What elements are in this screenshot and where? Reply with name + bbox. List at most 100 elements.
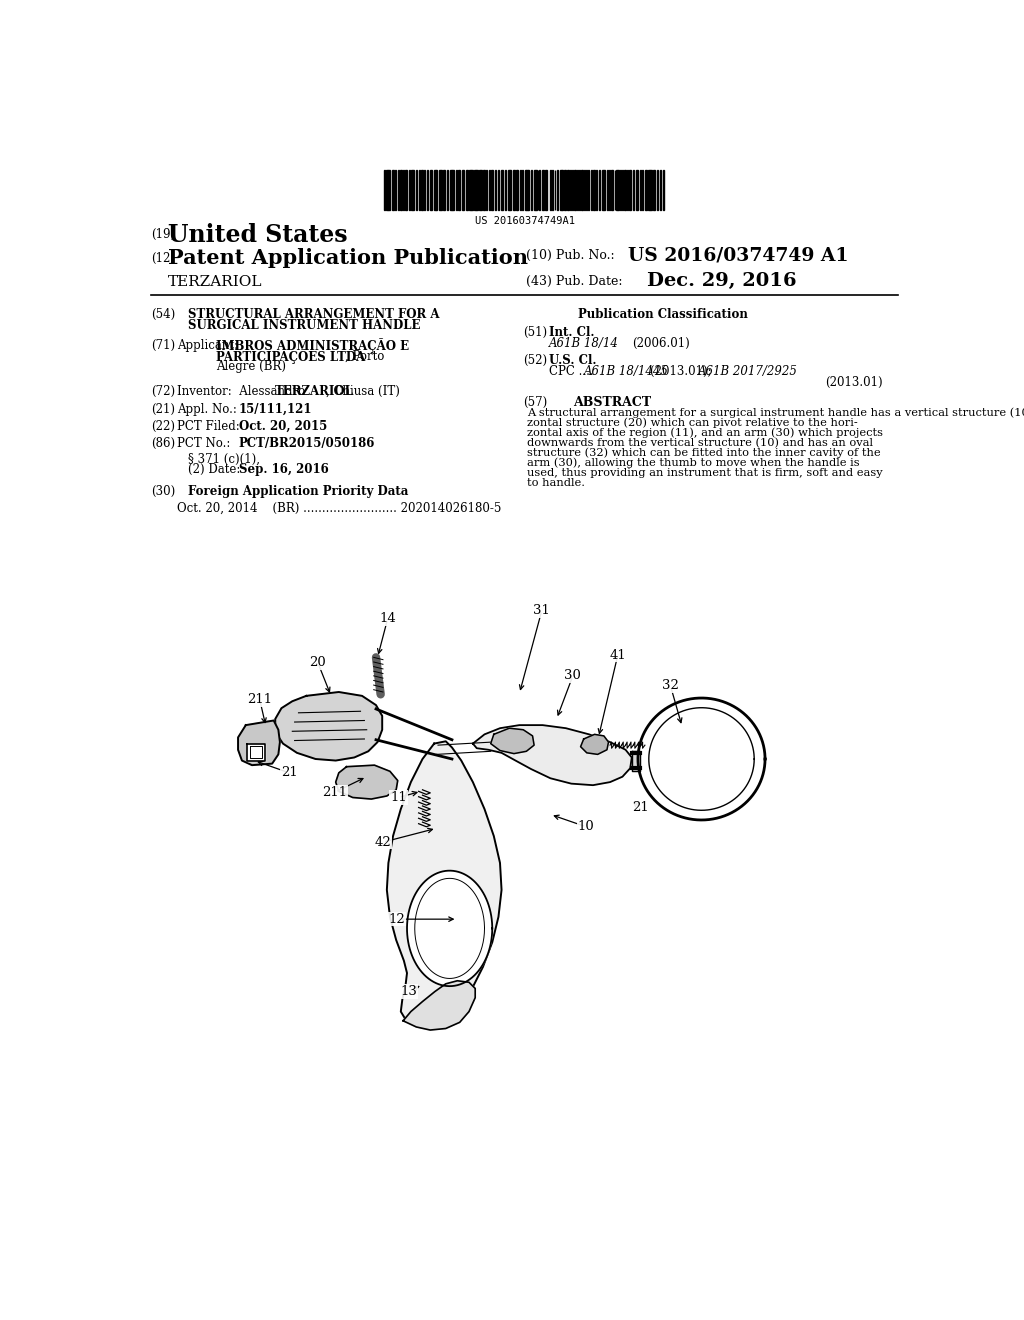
Bar (469, 170, 471, 210)
Bar (456, 170, 457, 210)
Text: (21): (21) (152, 404, 175, 416)
Polygon shape (632, 751, 640, 771)
Bar (611, 170, 612, 210)
Text: United States: United States (168, 223, 348, 247)
Text: 30: 30 (564, 669, 582, 682)
Bar (571, 170, 573, 210)
Text: (22): (22) (152, 420, 175, 433)
Bar (492, 170, 493, 210)
Text: A61B 18/14: A61B 18/14 (549, 337, 618, 350)
Text: A61B 18/1445: A61B 18/1445 (584, 364, 669, 378)
Text: A structural arrangement for a surgical instrument handle has a vertical structu: A structural arrangement for a surgical … (527, 408, 1024, 418)
Bar (528, 170, 529, 210)
Bar (471, 170, 473, 210)
Bar (567, 170, 568, 210)
Text: , Chiusa (IT): , Chiusa (IT) (326, 385, 399, 397)
Text: A61B 2017/2925: A61B 2017/2925 (697, 364, 798, 378)
Bar (653, 170, 654, 210)
Text: Patent Application Publication: Patent Application Publication (168, 248, 528, 268)
Text: 32: 32 (663, 680, 679, 693)
Text: (30): (30) (152, 484, 175, 498)
Text: 12: 12 (388, 912, 406, 925)
Bar (416, 170, 417, 210)
Polygon shape (581, 734, 608, 755)
Text: 14: 14 (379, 612, 396, 626)
Bar (564, 170, 566, 210)
Bar (427, 170, 428, 210)
Bar (409, 170, 410, 210)
Text: (86): (86) (152, 437, 175, 450)
Text: US 20160374749A1: US 20160374749A1 (475, 216, 574, 226)
Bar (392, 170, 394, 210)
Bar (501, 170, 503, 210)
Bar (557, 170, 558, 210)
Text: 10: 10 (578, 820, 594, 833)
Bar (474, 170, 475, 210)
Text: Sep. 16, 2016: Sep. 16, 2016 (239, 463, 329, 477)
Text: (52): (52) (523, 354, 548, 367)
Bar (386, 170, 388, 210)
Bar (622, 170, 624, 210)
Text: TERZARIOL: TERZARIOL (275, 385, 354, 397)
Bar (388, 170, 390, 210)
Bar (599, 170, 600, 210)
Text: 211: 211 (323, 785, 347, 799)
Text: used, thus providing an instrument that is firm, soft and easy: used, thus providing an instrument that … (527, 469, 883, 478)
Bar (569, 170, 571, 210)
Text: (51): (51) (523, 326, 548, 339)
Bar (659, 170, 662, 210)
Bar (546, 170, 547, 210)
Text: Oct. 20, 2015: Oct. 20, 2015 (239, 420, 327, 433)
Polygon shape (638, 698, 765, 820)
Bar (520, 170, 521, 210)
Polygon shape (403, 981, 475, 1030)
Bar (560, 170, 561, 210)
Bar (462, 170, 464, 210)
Text: SURGICAL INSTRUMENT HANDLE: SURGICAL INSTRUMENT HANDLE (188, 318, 421, 331)
Text: PARTICIPAÇÕES LTDA: PARTICIPAÇÕES LTDA (216, 350, 365, 364)
Text: § 371 (c)(1),: § 371 (c)(1), (188, 453, 260, 466)
Text: (54): (54) (152, 308, 175, 321)
Text: 15/111,121: 15/111,121 (239, 404, 312, 416)
Bar (430, 170, 432, 210)
Bar (650, 170, 651, 210)
Bar (616, 170, 618, 210)
Bar (505, 170, 506, 210)
Bar (402, 170, 403, 210)
Bar (593, 170, 595, 210)
Text: Dec. 29, 2016: Dec. 29, 2016 (647, 272, 797, 290)
Text: (2013.01): (2013.01) (825, 376, 883, 388)
Text: 11: 11 (390, 791, 407, 804)
Bar (508, 170, 510, 210)
Bar (453, 170, 455, 210)
Bar (602, 170, 605, 210)
Bar (633, 170, 634, 210)
Bar (395, 170, 396, 210)
Bar (552, 170, 554, 210)
Text: ABSTRACT: ABSTRACT (573, 396, 651, 409)
Text: Foreign Application Priority Data: Foreign Application Priority Data (188, 484, 409, 498)
Text: Oct. 20, 2014    (BR) ......................... 202014026180-5: Oct. 20, 2014 (BR) .....................… (177, 502, 501, 515)
Text: (12): (12) (152, 252, 175, 265)
Text: PCT/BR2015/050186: PCT/BR2015/050186 (239, 437, 375, 450)
Bar (458, 170, 460, 210)
Bar (476, 170, 477, 210)
Bar (645, 170, 647, 210)
Text: CPC ....: CPC .... (549, 364, 597, 378)
Bar (466, 170, 468, 210)
Text: PCT No.:: PCT No.: (177, 437, 230, 450)
Text: 211: 211 (247, 693, 272, 706)
Bar (479, 170, 482, 210)
Bar (574, 170, 577, 210)
Bar (636, 170, 638, 210)
Polygon shape (407, 871, 493, 986)
Bar (591, 170, 592, 210)
Bar (581, 170, 583, 210)
Bar (584, 170, 585, 210)
Text: (72): (72) (152, 385, 175, 397)
Polygon shape (387, 742, 502, 1027)
Text: Int. Cl.: Int. Cl. (549, 326, 594, 339)
Bar (625, 170, 626, 210)
Bar (588, 170, 589, 210)
Bar (521, 170, 523, 210)
